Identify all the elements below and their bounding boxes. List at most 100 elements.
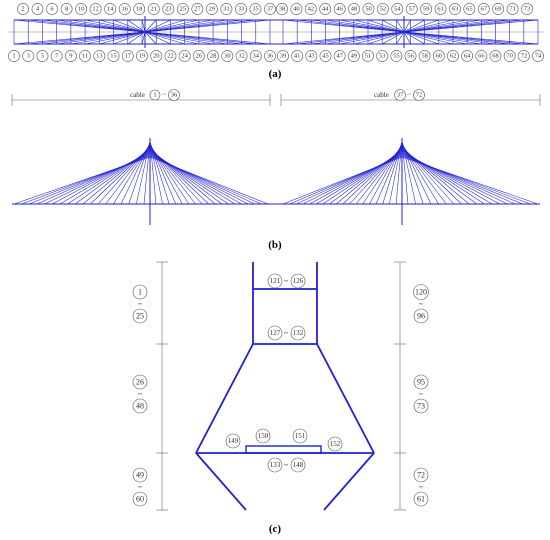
member-number-74: 74 (532, 50, 544, 62)
plan-cable (403, 31, 454, 45)
cross-beam-to: 148 (293, 461, 304, 469)
bottom-member-numbers: 1 3 5 7 9 11 13 15 17 19 20 22 24 26 28 30 32 34 36 39 41 43 4… (8, 50, 544, 62)
lower-beam-label: 127 ~ 132 (267, 325, 306, 341)
stay-cable (362, 144, 403, 205)
right-group-2-from: 95 (417, 378, 425, 387)
stay-cable (97, 145, 151, 205)
member-number-59: 59 (420, 3, 433, 15)
member-number-13: 13 (93, 50, 106, 62)
member-number-15: 15 (107, 50, 120, 62)
right-group-1-to: 96 (417, 312, 425, 321)
right-cable-to: 72 (416, 92, 423, 99)
member-number-63: 63 (449, 3, 461, 15)
svg-text:60: 60 (436, 53, 443, 60)
svg-text:6: 6 (50, 6, 54, 13)
member-number-19: 19 (136, 50, 148, 62)
member-number-72: 72 (517, 50, 530, 62)
node-151: 151 (295, 432, 306, 440)
svg-text:25: 25 (180, 6, 187, 13)
plan-cable (85, 31, 146, 45)
member-number-47: 47 (333, 50, 346, 62)
member-number-52: 52 (376, 3, 389, 15)
member-number-26: 26 (192, 50, 205, 62)
stay-cable (369, 143, 403, 205)
plan-cable (70, 31, 146, 45)
svg-text:52: 52 (380, 6, 387, 13)
svg-text:41: 41 (294, 53, 301, 60)
svg-text:55: 55 (393, 53, 400, 60)
panel-a-label: (a) (269, 68, 282, 80)
svg-text:28: 28 (210, 53, 217, 60)
member-number-4: 4 (31, 3, 44, 15)
plan-cable (396, 31, 405, 45)
member-number-2: 2 (17, 3, 29, 15)
plan-cable (403, 19, 539, 33)
left-cable-prefix: cable (130, 91, 145, 99)
plan-cable (403, 31, 482, 45)
plan-cable (144, 19, 271, 33)
right-group-3-to: 61 (417, 495, 425, 504)
svg-text:18: 18 (136, 6, 143, 13)
left-cable-dimension: cable 1 ~ 36 (11, 89, 271, 106)
svg-text:59: 59 (423, 6, 430, 13)
middle-right-leg (316, 343, 375, 454)
lower-beam-from: 127 (270, 329, 281, 337)
member-number-62: 62 (447, 50, 459, 62)
left-group-2-sep: ~ (138, 390, 143, 399)
svg-text:58: 58 (421, 53, 428, 60)
panel-b-label: (b) (268, 239, 282, 251)
top-member-numbers: 2 4 6 8 10 12 14 16 18 21 23 25 27 29 31 33 35 37 38 40 42 44… (17, 3, 533, 15)
svg-text:68: 68 (492, 53, 499, 60)
svg-text:48: 48 (351, 6, 358, 13)
plan-cable (403, 19, 425, 33)
left-cable-to: 36 (171, 92, 178, 99)
member-number-37: 37 (264, 3, 276, 15)
stay-cable (149, 152, 242, 205)
right-cable-from: 37 (397, 92, 404, 99)
svg-text:72: 72 (521, 53, 528, 60)
panel-a-plan-view: 2 4 6 8 10 12 14 16 18 21 23 25 27 29 31 33 35 37 38 40 42 44… (8, 3, 544, 80)
svg-text:53: 53 (379, 53, 386, 60)
plan-cable (403, 19, 411, 33)
svg-text:31: 31 (223, 6, 230, 13)
svg-text:39: 39 (280, 53, 287, 60)
svg-text:9: 9 (69, 53, 72, 60)
member-number-71: 71 (506, 3, 519, 15)
svg-text:12: 12 (92, 6, 99, 13)
svg-text:26: 26 (196, 53, 203, 60)
member-number-36: 36 (264, 50, 276, 62)
member-number-66: 66 (475, 50, 488, 62)
right-group-3-from: 72 (417, 471, 425, 480)
svg-text:42: 42 (308, 6, 315, 13)
member-number-12: 12 (89, 3, 102, 15)
plan-cable (113, 19, 146, 33)
member-number-56: 56 (404, 50, 417, 62)
pylon-outline (195, 262, 375, 511)
member-number-24: 24 (178, 50, 191, 62)
member-number-23: 23 (162, 3, 175, 15)
stay-cable (401, 155, 531, 205)
svg-text:15: 15 (110, 53, 117, 60)
svg-text:66: 66 (478, 53, 485, 60)
plan-cable (325, 19, 405, 33)
svg-text:14: 14 (107, 6, 114, 13)
member-number-16: 16 (118, 3, 131, 15)
left-group-1-to: 25 (136, 312, 144, 321)
svg-text:47: 47 (336, 53, 343, 60)
svg-text:62: 62 (450, 53, 457, 60)
svg-text:36: 36 (267, 53, 274, 60)
bearing-block (245, 445, 322, 454)
member-number-25: 25 (176, 3, 189, 15)
plan-cable (99, 19, 146, 33)
node-labels: 149 150 151 152 (225, 428, 343, 452)
plan-cable (144, 31, 185, 45)
svg-text:73: 73 (524, 6, 531, 13)
svg-text:37: 37 (267, 6, 274, 13)
member-number-68: 68 (489, 50, 502, 62)
left-group-2-from: 26 (136, 378, 144, 387)
svg-text:70: 70 (506, 53, 513, 60)
member-number-9: 9 (64, 50, 77, 62)
left-group-1-from: 1 (138, 288, 142, 297)
left-cable-from: 1 (153, 92, 156, 99)
plan-cable (297, 31, 405, 45)
